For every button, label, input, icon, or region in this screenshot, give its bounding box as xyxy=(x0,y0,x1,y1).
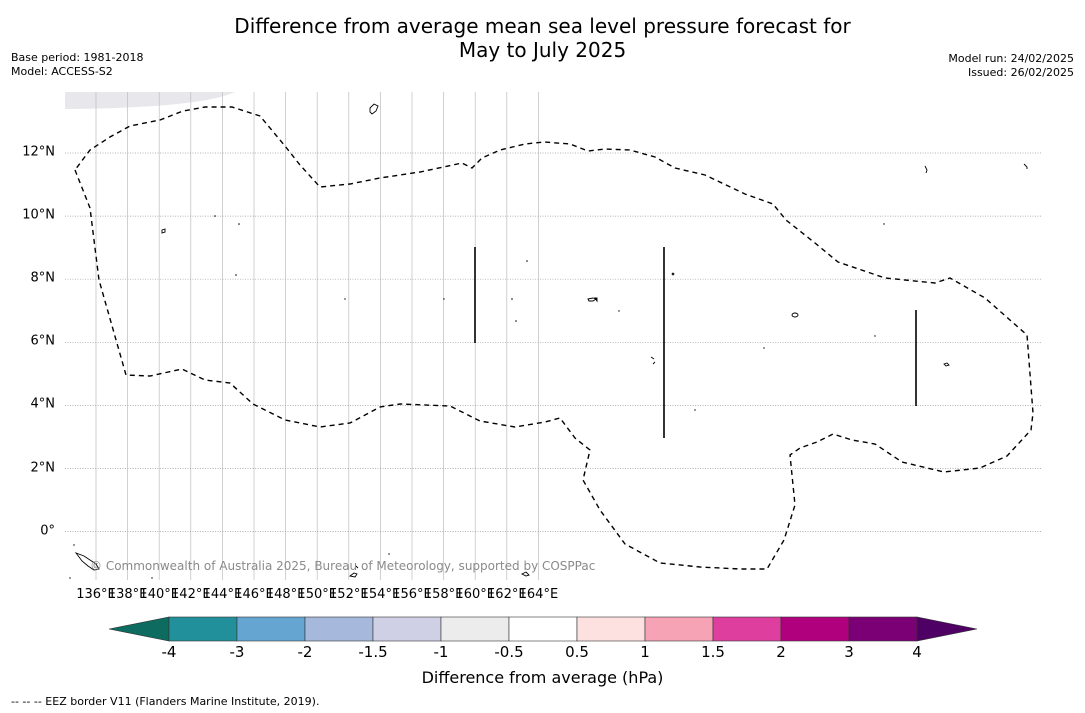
latitude-label: 4°N xyxy=(30,396,56,412)
island xyxy=(943,362,950,367)
longitude-label: 146°E xyxy=(234,587,274,602)
colorbar-tick-label: -1.5 xyxy=(358,643,388,661)
latitude-label: 8°N xyxy=(30,270,56,286)
colorbar-tick-label: -1 xyxy=(433,643,449,661)
island xyxy=(520,571,530,577)
colorbar-extend-low xyxy=(108,616,170,642)
meta-right: Model run: 24/02/2025 Issued: 26/02/2025 xyxy=(948,52,1074,80)
longitude-label: 140°E xyxy=(139,587,179,602)
longitude-label: 136°E xyxy=(76,587,116,602)
colorbar-tick-label: -3 xyxy=(229,643,245,661)
island xyxy=(650,356,656,365)
colorbar-tick-label: 1.5 xyxy=(701,643,725,661)
title-line-1: Difference from average mean sea level p… xyxy=(234,14,851,38)
longitude-label: 152°E xyxy=(329,587,369,602)
colorbar xyxy=(108,616,978,642)
latitude-label: 10°N xyxy=(22,207,55,223)
gridlines xyxy=(65,92,1042,580)
eez-footnote: -- -- -- EEZ border V11 (Flanders Marine… xyxy=(11,695,320,708)
island xyxy=(671,272,675,276)
latitude-label: 2°N xyxy=(30,460,56,475)
colorbar-segment xyxy=(372,616,442,642)
longitude-label: 164°E xyxy=(518,587,559,602)
colorbar-segment xyxy=(712,616,782,642)
colorbar-segment xyxy=(304,616,374,642)
issued-date: Issued: 26/02/2025 xyxy=(967,66,1074,79)
colorbar-segment xyxy=(576,616,646,642)
islands xyxy=(74,103,1028,578)
title-line-2: May to July 2025 xyxy=(458,38,627,62)
island xyxy=(161,228,166,234)
model-run: Model run: 24/02/2025 xyxy=(948,52,1074,65)
eez-border xyxy=(74,106,1034,570)
colorbar-tick-label: 2 xyxy=(776,643,786,661)
island xyxy=(924,163,1028,174)
longitude-label: 156°E xyxy=(392,587,432,602)
colorbar-segment xyxy=(168,616,238,642)
island xyxy=(587,297,598,303)
latitude-label: 0° xyxy=(40,523,55,539)
shaded-patch xyxy=(65,92,235,109)
colorbar-segment xyxy=(440,616,510,642)
colorbar-tick-label: -4 xyxy=(161,643,177,661)
island xyxy=(348,565,359,578)
base-period: Base period: 1981-2018 xyxy=(11,51,144,64)
colorbar-label: Difference from average (hPa) xyxy=(421,668,664,687)
colorbar-segment xyxy=(780,616,850,642)
colorbar-extend-high xyxy=(916,616,978,642)
islet-dots xyxy=(69,215,885,579)
map-title: Difference from average mean sea level p… xyxy=(0,14,1085,62)
longitude-label: 162°E xyxy=(487,587,527,602)
longitude-label: 142°E xyxy=(171,587,211,602)
longitude-label: 150°E xyxy=(297,587,337,602)
longitude-label: 158°E xyxy=(423,587,464,602)
latitude-label: 6°N xyxy=(30,333,56,349)
colorbar-tick-label: -0.5 xyxy=(494,643,524,661)
colorbar-segment xyxy=(508,616,578,642)
colorbar-tick-label: 0.5 xyxy=(565,643,589,661)
latitude-label: 12°N xyxy=(22,144,55,160)
colorbar-tick-label: -2 xyxy=(297,643,313,661)
longitude-label: 148°E xyxy=(265,587,306,602)
colorbar-segment xyxy=(236,616,306,642)
longitude-label: 144°E xyxy=(202,587,243,602)
longitude-label: 160°E xyxy=(455,587,495,602)
island xyxy=(74,552,100,571)
meta-left: Base period: 1981-2018 Model: ACCESS-S2 xyxy=(11,51,143,79)
island xyxy=(791,312,799,318)
longitude-label: 154°E xyxy=(360,587,401,602)
colorbar-segment xyxy=(848,616,918,642)
colorbar-segment xyxy=(644,616,714,642)
island xyxy=(369,103,379,115)
longitude-label: 138°E xyxy=(107,587,148,602)
colorbar-tick-label: 4 xyxy=(912,643,922,661)
copyright-notice: © Commonwealth of Australia 2025, Bureau… xyxy=(90,559,596,573)
model-name: Model: ACCESS-S2 xyxy=(11,65,113,78)
colorbar-tick-label: 3 xyxy=(844,643,854,661)
colorbar-tick-label: 1 xyxy=(640,643,650,661)
